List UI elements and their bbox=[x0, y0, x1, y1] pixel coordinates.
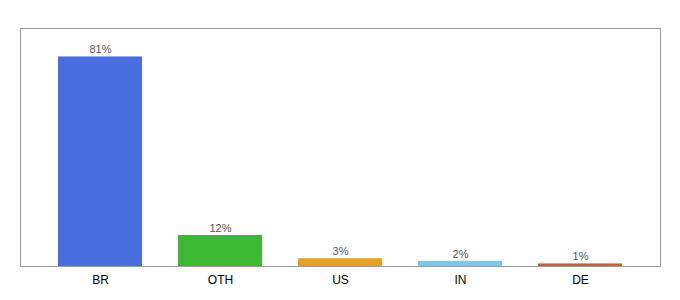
svg-text:12%: 12% bbox=[209, 222, 231, 234]
svg-text:US: US bbox=[332, 273, 349, 287]
svg-text:2%: 2% bbox=[453, 248, 469, 260]
svg-text:OTH: OTH bbox=[208, 273, 233, 287]
svg-text:DE: DE bbox=[572, 273, 589, 287]
svg-text:1%: 1% bbox=[573, 250, 589, 262]
svg-text:BR: BR bbox=[92, 273, 109, 287]
svg-text:IN: IN bbox=[455, 273, 467, 287]
svg-text:3%: 3% bbox=[333, 245, 349, 257]
svg-text:81%: 81% bbox=[89, 43, 111, 55]
